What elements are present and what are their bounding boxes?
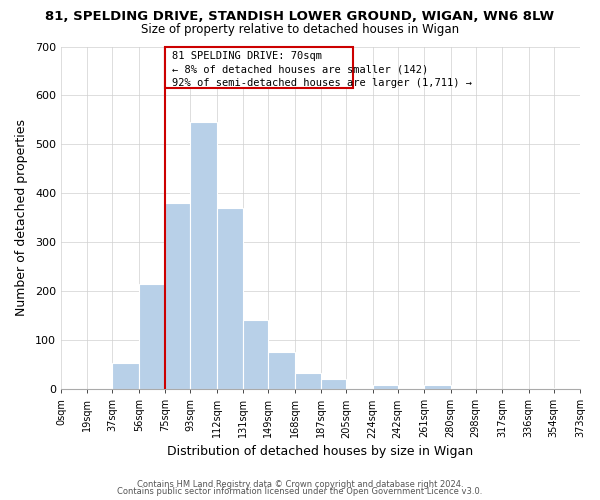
Bar <box>268 352 295 389</box>
Text: ← 8% of detached houses are smaller (142): ← 8% of detached houses are smaller (142… <box>172 64 428 74</box>
Y-axis label: Number of detached properties: Number of detached properties <box>15 120 28 316</box>
X-axis label: Distribution of detached houses by size in Wigan: Distribution of detached houses by size … <box>167 444 473 458</box>
Text: Contains public sector information licensed under the Open Government Licence v3: Contains public sector information licen… <box>118 487 482 496</box>
Bar <box>321 380 346 389</box>
Bar <box>112 363 139 389</box>
Bar <box>139 284 166 389</box>
Text: 81 SPELDING DRIVE: 70sqm: 81 SPELDING DRIVE: 70sqm <box>172 50 322 60</box>
Text: 92% of semi-detached houses are larger (1,711) →: 92% of semi-detached houses are larger (… <box>172 78 472 88</box>
Bar <box>217 208 243 389</box>
Text: Contains HM Land Registry data © Crown copyright and database right 2024.: Contains HM Land Registry data © Crown c… <box>137 480 463 489</box>
Text: Size of property relative to detached houses in Wigan: Size of property relative to detached ho… <box>141 22 459 36</box>
Bar <box>424 385 451 389</box>
Text: 81, SPELDING DRIVE, STANDISH LOWER GROUND, WIGAN, WN6 8LW: 81, SPELDING DRIVE, STANDISH LOWER GROUN… <box>46 10 554 23</box>
Bar <box>243 320 268 389</box>
Bar <box>373 385 398 389</box>
FancyBboxPatch shape <box>166 46 353 88</box>
Bar <box>166 202 190 389</box>
Bar <box>554 388 580 389</box>
Bar <box>295 373 321 389</box>
Bar <box>190 122 217 389</box>
